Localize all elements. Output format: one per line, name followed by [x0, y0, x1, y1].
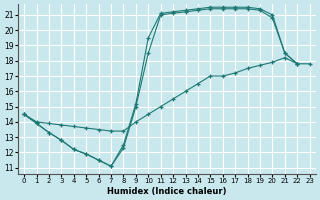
X-axis label: Humidex (Indice chaleur): Humidex (Indice chaleur): [107, 187, 227, 196]
